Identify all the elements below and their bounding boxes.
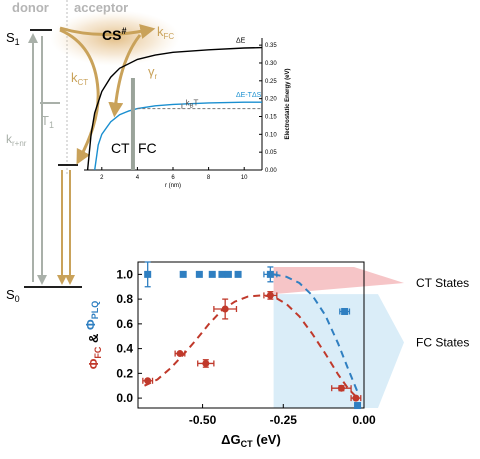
inset-x-tick-label: 10 — [241, 175, 248, 181]
fc-states-label: FC States — [416, 335, 469, 349]
donor-label: donor — [12, 0, 49, 15]
data-point-fc — [202, 359, 210, 367]
x-tick-label: -0.50 — [189, 413, 217, 427]
data-point-fc — [221, 305, 229, 313]
data-point-fc — [337, 384, 345, 392]
inset-series-line — [94, 101, 262, 171]
x-tick-label: -0.25 — [270, 413, 298, 427]
data-point-plqy — [341, 307, 349, 315]
data-point-plqy — [224, 270, 232, 278]
data-point-fc — [352, 394, 360, 402]
inset-y-tick-label: 0.20 — [265, 97, 277, 103]
inset-y-tick-label: 0.15 — [265, 114, 277, 120]
k-ct-label: kCT — [71, 70, 88, 87]
y-tick-label: 0.6 — [116, 317, 133, 331]
s0-label: S0 — [6, 287, 20, 304]
k-rnr-label: kr+nr — [6, 132, 27, 148]
inset-y-tick-label: 0.35 — [265, 43, 277, 49]
data-point-plqy — [234, 270, 242, 278]
main-plot-frame — [137, 261, 365, 409]
inset-y-tick-label: 0.00 — [265, 168, 277, 174]
x-axis-label: ΔGCT (eV) — [221, 432, 281, 449]
ct-states-band — [273, 266, 404, 295]
ct-region-label: CT — [111, 140, 130, 156]
k-ct-arrow — [59, 28, 100, 165]
cs-glow — [50, 10, 180, 66]
ct-fc-divider — [130, 78, 135, 170]
inset-x-axis-label: r (nm) — [165, 183, 181, 189]
data-point-plqy — [144, 270, 152, 278]
s1-label: S1 — [6, 30, 20, 47]
cs-label: CS# — [102, 26, 126, 43]
y-tick-label: 0.8 — [116, 292, 133, 306]
inset-x-tick-label: 4 — [136, 175, 140, 181]
inset-y-tick-label: 0.30 — [265, 61, 277, 67]
data-point-fc — [176, 350, 184, 358]
y-tick-label: 0.2 — [116, 366, 133, 380]
fit-curve — [273, 273, 359, 393]
inset-x-tick-label: 8 — [207, 175, 211, 181]
data-point-plqy — [266, 270, 274, 278]
y-tick-label: 1.0 — [116, 267, 133, 281]
inset-y-tick-label: 0.05 — [265, 150, 277, 156]
data-point-fc — [266, 291, 274, 299]
data-point-plqy — [218, 270, 226, 278]
data-point-plqy — [208, 270, 216, 278]
gamma-label: γr — [148, 64, 158, 81]
y-tick-label: 0.0 — [116, 391, 133, 405]
quantum-yield-chart: CT States FC States -0.50 -0.25 0.00 0.0 0.2 0.… — [83, 261, 469, 449]
k-fc-label: kFC — [157, 24, 174, 41]
k-fc-arrow — [59, 24, 156, 39]
data-point-plqy — [195, 270, 203, 278]
data-point-plqy — [354, 402, 362, 410]
inset-y-axis-label: Electrostatic Energy (eV) — [285, 68, 291, 139]
inset-series-line — [86, 46, 263, 171]
fc-region-label: FC — [138, 140, 157, 156]
inset-energy-chart: 2 4 6 8 10 0.00 0.05 0.10 0.15 0.20 0.25 0.30 0.35 r … — [84, 38, 291, 189]
inset-x-tick-label: 6 — [171, 175, 175, 181]
ct-states-label: CT States — [416, 276, 469, 290]
data-point-fc — [144, 377, 152, 385]
y-tick-label: 0.4 — [116, 342, 133, 356]
x-tick-label: 0.00 — [352, 413, 376, 427]
y-axis-label: ΦFC & ΦPLQ — [83, 301, 103, 369]
fit-curve — [144, 294, 359, 399]
inset-x-tick-label: 2 — [100, 175, 104, 181]
fc-states-band — [273, 294, 404, 408]
inset-y-tick-label: 0.10 — [265, 132, 277, 138]
inset-y-tick-label: 0.25 — [265, 79, 277, 85]
kbt-label: kBT — [185, 99, 198, 110]
data-point-plqy — [179, 270, 187, 278]
inset-series-label: ΔE — [236, 38, 246, 45]
inset-series-label: ΔE-TΔS — [236, 92, 262, 99]
t1-label: T1 — [41, 113, 54, 130]
